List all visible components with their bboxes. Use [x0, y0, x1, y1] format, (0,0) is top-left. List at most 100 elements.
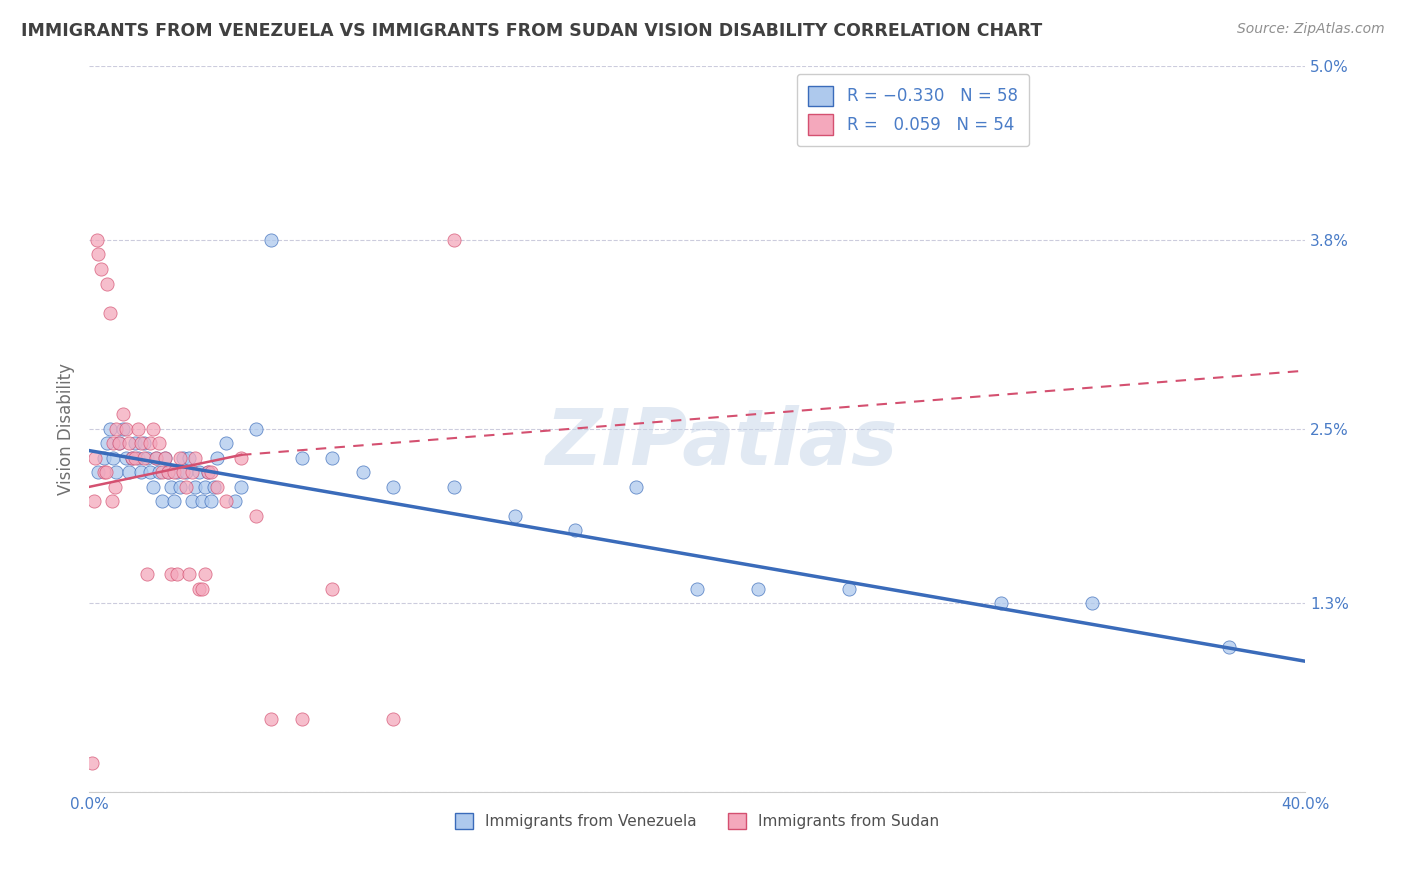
- Point: [127, 422, 149, 436]
- Point: [200, 466, 222, 480]
- Text: Source: ZipAtlas.com: Source: ZipAtlas.com: [1237, 22, 1385, 37]
- Point: [129, 436, 152, 450]
- Point: [86, 233, 108, 247]
- Point: [160, 567, 183, 582]
- Point: [215, 494, 238, 508]
- Point: [169, 450, 191, 465]
- Point: [382, 480, 405, 494]
- Point: [747, 582, 769, 596]
- Point: [179, 567, 201, 582]
- Point: [187, 582, 209, 596]
- Point: [503, 508, 526, 523]
- Point: [229, 450, 252, 465]
- Point: [145, 450, 167, 465]
- Point: [181, 466, 204, 480]
- Point: [148, 436, 170, 450]
- Point: [124, 436, 146, 450]
- Point: [108, 436, 131, 450]
- Point: [163, 466, 186, 480]
- Point: [176, 480, 198, 494]
- Text: IMMIGRANTS FROM VENEZUELA VS IMMIGRANTS FROM SUDAN VISION DISABILITY CORRELATION: IMMIGRANTS FROM VENEZUELA VS IMMIGRANTS …: [21, 22, 1042, 40]
- Point: [135, 450, 157, 465]
- Point: [184, 450, 207, 465]
- Point: [121, 450, 143, 465]
- Point: [142, 480, 165, 494]
- Point: [90, 262, 112, 277]
- Point: [181, 494, 204, 508]
- Point: [291, 450, 314, 465]
- Y-axis label: Vision Disability: Vision Disability: [58, 363, 75, 495]
- Point: [224, 494, 246, 508]
- Point: [127, 450, 149, 465]
- Point: [202, 480, 225, 494]
- Point: [87, 247, 110, 261]
- Point: [838, 582, 860, 596]
- Point: [82, 756, 104, 770]
- Point: [321, 450, 343, 465]
- Point: [139, 436, 162, 450]
- Point: [1218, 640, 1240, 654]
- Point: [166, 567, 188, 582]
- Point: [129, 466, 152, 480]
- Point: [153, 450, 176, 465]
- Point: [194, 480, 217, 494]
- Point: [157, 466, 180, 480]
- Point: [94, 466, 117, 480]
- Point: [443, 233, 465, 247]
- Point: [114, 450, 136, 465]
- Point: [98, 422, 121, 436]
- Point: [172, 450, 194, 465]
- Point: [135, 567, 157, 582]
- Point: [93, 450, 115, 465]
- Point: [205, 450, 228, 465]
- Point: [98, 305, 121, 319]
- Point: [103, 436, 125, 450]
- Point: [990, 596, 1012, 610]
- Point: [117, 436, 139, 450]
- Point: [176, 466, 198, 480]
- Point: [160, 480, 183, 494]
- Point: [172, 466, 194, 480]
- Point: [105, 466, 128, 480]
- Point: [150, 466, 173, 480]
- Point: [179, 450, 201, 465]
- Point: [205, 480, 228, 494]
- Point: [686, 582, 709, 596]
- Point: [132, 450, 155, 465]
- Point: [245, 422, 267, 436]
- Point: [215, 436, 238, 450]
- Point: [132, 436, 155, 450]
- Text: ZIPatlas: ZIPatlas: [546, 405, 897, 482]
- Point: [260, 233, 283, 247]
- Point: [108, 436, 131, 450]
- Point: [260, 712, 283, 726]
- Point: [200, 494, 222, 508]
- Point: [150, 494, 173, 508]
- Point: [352, 466, 374, 480]
- Point: [93, 466, 115, 480]
- Point: [121, 450, 143, 465]
- Point: [197, 466, 219, 480]
- Point: [184, 480, 207, 494]
- Point: [321, 582, 343, 596]
- Point: [187, 466, 209, 480]
- Point: [163, 494, 186, 508]
- Point: [96, 277, 118, 291]
- Point: [190, 494, 212, 508]
- Point: [117, 466, 139, 480]
- Point: [443, 480, 465, 494]
- Point: [157, 466, 180, 480]
- Point: [148, 466, 170, 480]
- Point: [190, 582, 212, 596]
- Point: [153, 450, 176, 465]
- Legend: Immigrants from Venezuela, Immigrants from Sudan: Immigrants from Venezuela, Immigrants fr…: [449, 807, 945, 835]
- Point: [84, 450, 107, 465]
- Point: [101, 494, 124, 508]
- Point: [197, 466, 219, 480]
- Point: [105, 422, 128, 436]
- Point: [169, 480, 191, 494]
- Point: [124, 450, 146, 465]
- Point: [83, 494, 105, 508]
- Point: [87, 466, 110, 480]
- Point: [229, 480, 252, 494]
